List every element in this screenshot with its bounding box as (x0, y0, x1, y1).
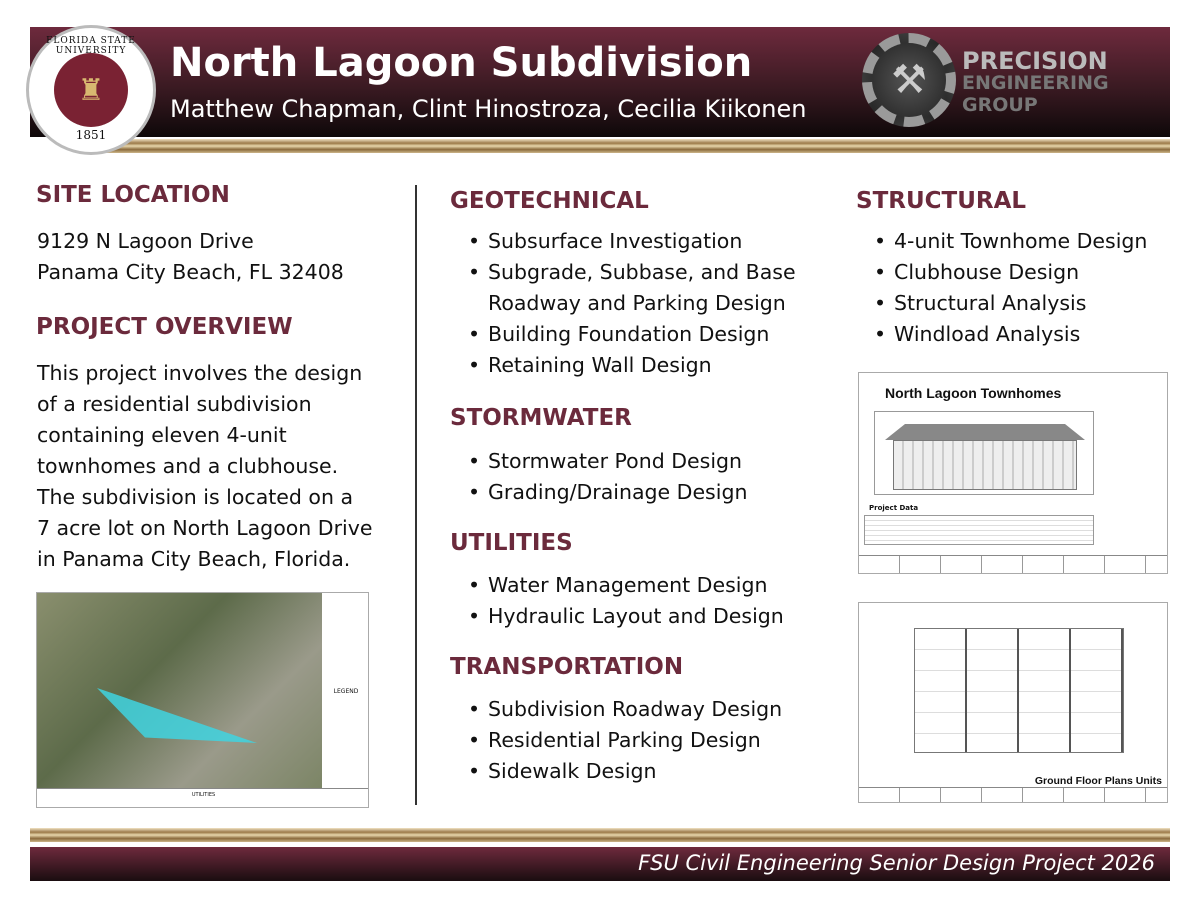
project-overview-heading: PROJECT OVERVIEW (36, 314, 293, 340)
geotechnical-heading: GEOTECHNICAL (450, 188, 649, 214)
torch-icon: ♜ (54, 53, 128, 127)
geotechnical-list: Subsurface Investigation Subgrade, Subba… (450, 226, 796, 381)
transportation-list: Subdivision Roadway DesignResidential Pa… (450, 694, 782, 787)
site-address: 9129 N Lagoon Drive Panama City Beach, FL… (37, 229, 344, 284)
transportation-heading: TRANSPORTATION (450, 654, 684, 680)
structural-heading: STRUCTURAL (856, 188, 1027, 214)
overview-text: This project involves the design of a res… (37, 361, 373, 571)
site-utilities-plan-image: LEGEND UTILITIES (36, 592, 369, 808)
stormwater-list: Stormwater Pond DesignGrading/Drainage D… (450, 446, 747, 508)
townhome-elevation-drawing: North Lagoon Townhomes Project Data (858, 372, 1168, 574)
gear-compass-logo-icon: ⚒ (862, 33, 956, 127)
gold-stripe (100, 139, 1170, 153)
column-divider (415, 185, 417, 805)
structural-list: 4-unit Townhome DesignClubhouse DesignSt… (856, 226, 1147, 350)
utilities-heading: UTILITIES (450, 530, 573, 556)
footer-text: FSU Civil Engineering Senior Design Proj… (638, 851, 1155, 875)
ground-floor-plan-drawing: Ground Floor Plans Units (858, 602, 1168, 803)
footer-band (30, 847, 1170, 881)
header-band (30, 27, 1170, 137)
poster-title: North Lagoon Subdivision (170, 40, 753, 86)
footer-gold-stripe (30, 828, 1170, 842)
sponsor-logo: PRECISION ENGINEERING GROUP (962, 47, 1109, 116)
authors: Matthew Chapman, Clint Hinostroza, Cecil… (170, 95, 807, 123)
fsu-seal-logo: FLORIDA STATE UNIVERSITY ♜ 1851 (26, 25, 156, 155)
stormwater-heading: STORMWATER (450, 405, 632, 431)
site-location-heading: SITE LOCATION (36, 182, 230, 208)
utilities-list: Water Management DesignHydraulic Layout … (450, 570, 784, 632)
